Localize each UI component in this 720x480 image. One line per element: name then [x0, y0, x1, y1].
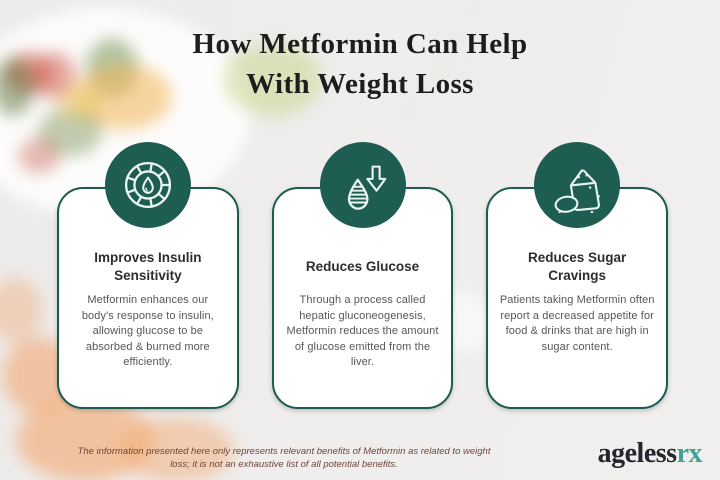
card-description: Through a process called hepatic glucone… [286, 294, 439, 368]
card-description: Patients taking Metformin often report a… [499, 294, 655, 353]
logo-rx: rx [676, 438, 703, 469]
benefit-card: Improves Insulin Sensitivity Metformin e… [57, 142, 239, 409]
insulin-sensitivity-icon [124, 161, 171, 209]
corn-blob [58, 84, 100, 120]
card-icon-circle [319, 142, 406, 228]
logo-ageless: ageless [597, 438, 677, 469]
page-title: How Metformin Can Help With Weight Loss [0, 24, 720, 104]
card-title: Reduces Glucose [305, 259, 420, 274]
disclaimer-text: The information presented here only repr… [77, 446, 491, 470]
kiwi-blob [0, 58, 34, 116]
sugar-cravings-icon [554, 169, 601, 213]
benefit-card: Reduces Sugar Cravings Patients taking M… [486, 142, 669, 409]
card-icon-circle [104, 142, 191, 228]
title-line-2: With Weight Loss [246, 68, 474, 100]
card-title: Improves Insulin Sensitivity [94, 250, 202, 283]
pepper-blob [18, 138, 60, 174]
benefit-cards-row: Improves Insulin Sensitivity Metformin e… [57, 142, 669, 409]
carrot-blob [0, 278, 42, 342]
title-line-1: How Metformin Can Help [192, 28, 528, 60]
agelessrx-logo: agelessrx [597, 438, 703, 470]
card-description: Metformin enhances our body's response t… [81, 294, 214, 368]
benefit-card: Reduces Glucose Through a process called… [271, 142, 454, 409]
card-icon-circle [534, 142, 621, 228]
carrot-blob [118, 418, 234, 480]
card-title: Reduces Sugar Cravings [528, 250, 627, 283]
glucose-reduction-icon [347, 165, 386, 210]
green-apple-blob [224, 44, 322, 116]
